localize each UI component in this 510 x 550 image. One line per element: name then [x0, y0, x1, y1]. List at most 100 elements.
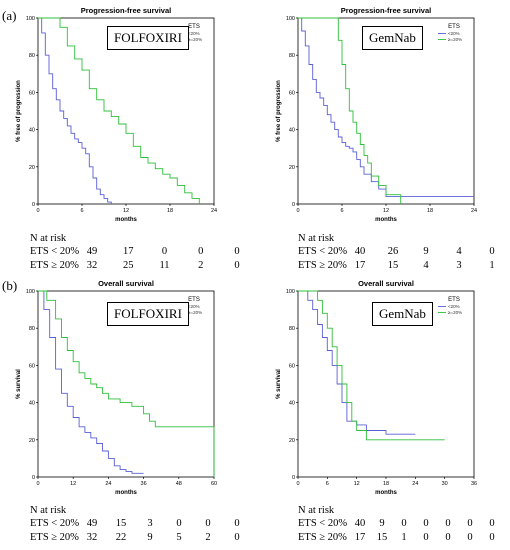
risk-value: 40	[354, 517, 366, 529]
y-axis-label: % survival	[276, 369, 282, 399]
risk-value: 1	[401, 531, 407, 543]
x-tick-label: 0	[296, 208, 299, 214]
x-tick-label: 36	[471, 481, 477, 487]
risk-value: 49	[86, 245, 98, 257]
y-tick-label: 40	[29, 401, 35, 407]
y-axis-label: % survival	[16, 369, 22, 399]
x-axis-label: months	[375, 490, 397, 496]
risk-row-label: ETS ≥ 20%	[298, 531, 347, 543]
risk-row: ETS < 20% 49 17 0 0 0	[30, 245, 260, 261]
y-tick-label: 80	[289, 53, 295, 59]
legend-title: ETS	[448, 24, 460, 30]
y-tick-label: 80	[29, 326, 35, 332]
chart-title: Progression-free survival	[81, 6, 171, 15]
legend-entry: <20%	[188, 304, 200, 309]
y-tick-label: 60	[29, 363, 35, 369]
y-tick-label: 20	[29, 438, 35, 444]
box-label-gemnab-pfs: GemNab	[362, 26, 423, 50]
chart-title: Overall survival	[98, 279, 154, 288]
x-tick-label: 24	[412, 481, 418, 487]
legend-entry: ≥=20%	[448, 37, 462, 42]
legend-entry: ≥=20%	[448, 310, 462, 315]
risk-row-label: ETS < 20%	[298, 517, 348, 529]
y-tick-label: 100	[26, 16, 35, 22]
x-tick-label: 30	[442, 481, 448, 487]
risk-value: 0	[489, 245, 495, 257]
x-tick-label: 24	[471, 208, 477, 214]
x-tick-label: 0	[296, 481, 299, 487]
box-label-folfoxiri-os: FOLFOXIRI	[107, 302, 189, 326]
risk-row: ETS < 20% 40 9 0 0 0 0 0	[298, 517, 508, 533]
risk-row-label: ETS < 20%	[30, 517, 80, 529]
series-line-ets-lt-20	[38, 17, 112, 204]
risk-value: 0	[401, 517, 407, 529]
y-tick-label: 20	[289, 165, 295, 171]
series-line-ets-lt-20	[38, 290, 144, 474]
y-axis-label: % free of progression	[16, 80, 22, 142]
risk-value: 15	[387, 259, 399, 271]
y-tick-label: 40	[29, 128, 35, 134]
risk-title: N at risk	[30, 505, 67, 516]
risk-value: 0	[234, 517, 240, 529]
risk-value: 32	[86, 531, 98, 543]
legend-entry: ≥=20%	[188, 310, 202, 315]
x-tick-label: 12	[354, 481, 360, 487]
risk-row-label: ETS < 20%	[30, 245, 80, 257]
risk-value: 9	[147, 531, 153, 543]
risk-value: 25	[123, 259, 134, 271]
panel-label-b: (b)	[2, 278, 18, 293]
y-tick-label: 80	[289, 326, 295, 332]
risk-value: 1	[489, 259, 495, 271]
risk-title: N at risk	[298, 233, 335, 244]
risk-row: ETS ≥ 20% 32 25 11 2 0	[30, 259, 260, 275]
risk-table-pfs-gemnab: N at risk ETS < 20% 40 26 9 4 0 ETS ≥ 20% 17 15 4…	[298, 233, 508, 275]
y-tick-label: 0	[292, 475, 295, 481]
risk-value: 0	[445, 531, 451, 543]
y-tick-label: 20	[289, 438, 295, 444]
risk-value: 17	[354, 259, 366, 271]
risk-value: 3	[456, 259, 462, 271]
risk-value: 17	[123, 245, 134, 257]
y-tick-label: 0	[32, 202, 35, 208]
risk-row: ETS ≥ 20% 17 15 1 0 0 0 0	[298, 531, 508, 547]
risk-row: ETS ≥ 20% 32 22 9 5 2 0	[30, 531, 260, 547]
y-tick-label: 20	[29, 165, 35, 171]
series-line-ets-lt-20	[298, 17, 474, 198]
risk-value: 2	[198, 259, 204, 271]
series-line-ets-ge-20	[298, 17, 402, 204]
y-tick-label: 60	[289, 363, 295, 369]
x-axis-label: months	[115, 217, 137, 222]
risk-value: 0	[234, 245, 240, 257]
risk-row: ETS < 20% 49 15 3 0 0 0	[30, 517, 260, 533]
risk-value: 0	[234, 259, 240, 271]
y-tick-label: 40	[289, 128, 295, 134]
risk-value: 4	[423, 259, 429, 271]
series-line-ets-ge-20	[298, 290, 445, 441]
x-tick-label: 0	[36, 208, 39, 214]
risk-value: 2	[205, 531, 211, 543]
x-axis-label: months	[115, 490, 137, 496]
risk-value: 0	[467, 517, 473, 529]
risk-value: 9	[423, 245, 429, 257]
risk-value: 26	[387, 245, 399, 257]
risk-value: 0	[205, 517, 211, 529]
risk-row-label: ETS ≥ 20%	[30, 259, 79, 271]
risk-value: 22	[115, 531, 127, 543]
risk-value: 15	[115, 517, 127, 529]
x-tick-label: 0	[36, 481, 39, 487]
y-tick-label: 100	[286, 16, 295, 22]
x-tick-label: 24	[105, 481, 111, 487]
risk-row-label: ETS < 20%	[298, 245, 348, 257]
risk-value: 5	[176, 531, 182, 543]
y-tick-label: 0	[32, 475, 35, 481]
y-tick-label: 60	[29, 90, 35, 96]
y-tick-label: 100	[286, 289, 295, 295]
x-tick-label: 6	[326, 481, 329, 487]
x-tick-label: 12	[383, 208, 389, 214]
chart-title: Progression-free survival	[341, 6, 431, 15]
risk-table-os-folfoxiri: N at risk ETS < 20% 49 15 3 0 0 0 ETS ≥ 20% 32 22…	[30, 505, 260, 547]
os-gemnab-chart: Overall survival 0 20 40 60 80 100 0 6 12 18 24 30 36…	[276, 279, 477, 496]
risk-row-label: ETS ≥ 20%	[298, 259, 347, 271]
risk-title: N at risk	[298, 505, 335, 516]
risk-row: ETS ≥ 20% 17 15 4 3 1	[298, 259, 508, 275]
